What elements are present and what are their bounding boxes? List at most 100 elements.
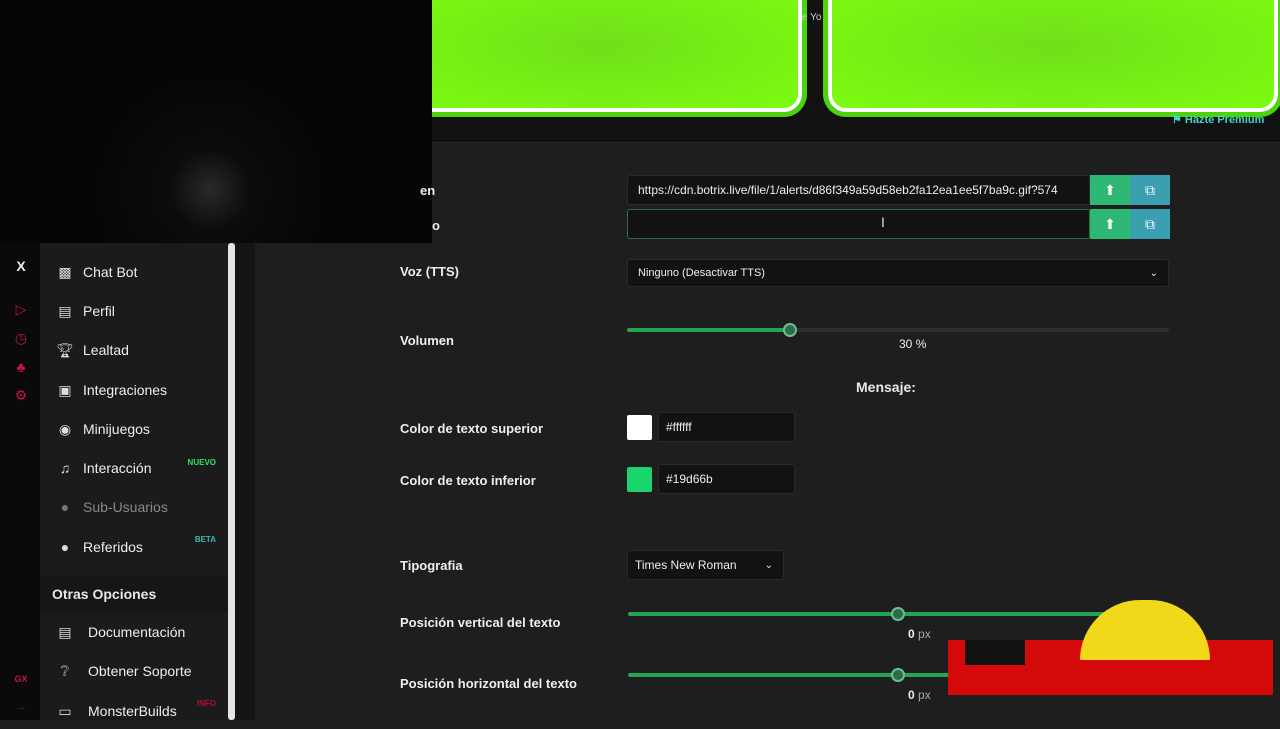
vpos-unit: px xyxy=(918,627,931,641)
play-icon[interactable]: ▷ xyxy=(15,301,27,317)
sidebar-item-chat-bot[interactable]: ▩ Chat Bot xyxy=(40,254,228,290)
horizontal-position-label: Posición horizontal del texto xyxy=(400,676,577,691)
volume-slider-fill xyxy=(627,328,790,332)
sidebar-item-label: Chat Bot xyxy=(83,264,138,280)
pixel-art-overlay xyxy=(1080,600,1210,660)
robot-icon: ▩ xyxy=(58,263,72,280)
voice-select-value: Ninguno (Desactivar TTS) xyxy=(638,267,765,279)
vertical-position-value: 0 px xyxy=(908,627,931,641)
upload-sound-button[interactable]: ⬆ xyxy=(1090,209,1130,239)
vertical-position-slider[interactable] xyxy=(628,607,1168,621)
sidebar-item-label: Sub-Usuarios xyxy=(83,499,168,515)
hpos-unit: px xyxy=(918,688,931,702)
scroll-icon: ▤ xyxy=(58,623,72,640)
gear-icon[interactable]: ⚙ xyxy=(14,387,28,403)
sidebar-item-monsterbuilds[interactable]: ▭ MonsterBuilds INFO xyxy=(40,693,228,729)
premium-link[interactable]: ⚑ Hazte Premium xyxy=(1172,114,1265,126)
upload-image-button[interactable]: ⬆ xyxy=(1090,175,1130,205)
x-icon[interactable]: X xyxy=(16,258,26,274)
font-select-value: Times New Roman xyxy=(635,558,737,572)
divider xyxy=(235,243,255,720)
gallery-icon: ⧉ xyxy=(1145,181,1155,198)
volume-slider-thumb[interactable] xyxy=(782,323,797,337)
gamepad-icon: ◉ xyxy=(58,420,72,437)
alert-preview: e Yo ⚑ Hazte Premium xyxy=(390,0,1280,143)
sidebar-item-documentacion[interactable]: ▤ Documentación xyxy=(40,614,228,650)
upload-icon: ⬆ xyxy=(1104,215,1116,232)
voice-label: Voz (TTS) xyxy=(400,264,459,279)
chevron-down-icon: ⌄ xyxy=(764,559,773,571)
alert-preview-box xyxy=(828,0,1278,112)
new-badge: NUEVO xyxy=(187,458,216,467)
sidebar-item-soporte[interactable]: ❔︎ Obtener Soporte xyxy=(40,653,228,689)
question-icon: ❔︎ xyxy=(60,662,70,679)
info-badge: INFO xyxy=(196,699,216,708)
integration-icon: ▣ xyxy=(58,381,72,398)
hpos-number: 0 xyxy=(908,688,915,702)
webcam-overlay xyxy=(0,0,432,243)
gx-label: GX xyxy=(14,674,28,684)
upload-icon: ⬆ xyxy=(1104,181,1116,198)
sidebar-item-lealtad[interactable]: 🏆︎ Lealtad xyxy=(40,332,228,368)
image-url-input[interactable]: https://cdn.botrix.live/file/1/alerts/d8… xyxy=(627,175,1090,205)
gallery-sound-button[interactable]: ⧉ xyxy=(1130,209,1170,239)
vertical-position-thumb[interactable] xyxy=(891,607,905,621)
sidebar-item-sub-usuarios[interactable]: ● Sub-Usuarios xyxy=(40,489,228,525)
sidebar: ▩ Chat Bot ▤ Perfil 🏆︎ Lealtad ▣ Integracion… xyxy=(40,243,228,720)
top-color-label: Color de texto superior xyxy=(400,421,544,436)
horizontal-position-slider[interactable] xyxy=(628,668,1168,682)
music-icon: ♫ xyxy=(59,460,71,476)
bottom-color-label: Color de texto inferior xyxy=(400,473,536,488)
sound-label: o xyxy=(432,218,440,233)
beta-badge: BETA xyxy=(194,535,216,544)
sidebar-item-referidos[interactable]: ● Referidos BETA xyxy=(40,529,228,565)
voice-select[interactable]: Ninguno (Desactivar TTS) ⌄ xyxy=(627,259,1169,287)
text-cursor-icon: I xyxy=(881,214,885,230)
alert-preview-box xyxy=(402,0,802,112)
sound-url-input[interactable] xyxy=(627,209,1090,239)
sidebar-item-label: Interacción xyxy=(83,460,152,476)
user-friends-icon: ● xyxy=(60,539,70,555)
pixel-art-overlay xyxy=(965,640,1025,665)
sidebar-scrollbar[interactable] xyxy=(228,243,235,720)
sidebar-item-perfil[interactable]: ▤ Perfil xyxy=(40,293,228,329)
sidebar-item-interaccion[interactable]: ♫ Interacción NUEVO xyxy=(40,450,228,486)
volume-slider[interactable] xyxy=(627,323,1169,337)
volume-value: 30 % xyxy=(899,337,926,351)
bottom-color-swatch[interactable] xyxy=(627,467,652,492)
gallery-icon: ⧉ xyxy=(1145,215,1155,232)
horizontal-position-value: 0 px xyxy=(908,688,931,702)
icon-rail: X ▷ ◷ ♣ ⚙ GX ... xyxy=(0,243,40,720)
font-select[interactable]: Times New Roman ⌄ xyxy=(627,550,784,580)
gallery-image-button[interactable]: ⧉ xyxy=(1130,175,1170,205)
sidebar-item-integraciones[interactable]: ▣ Integraciones xyxy=(40,372,228,408)
message-heading: Mensaje: xyxy=(856,379,916,395)
clock-icon[interactable]: ◷ xyxy=(14,330,28,346)
horizontal-position-thumb[interactable] xyxy=(891,668,905,682)
sidebar-item-label: Minijuegos xyxy=(83,421,150,437)
sidebar-item-label: Referidos xyxy=(83,539,143,555)
sidebar-item-minijuegos[interactable]: ◉ Minijuegos xyxy=(40,411,228,447)
top-color-swatch[interactable] xyxy=(627,415,652,440)
image-label: en xyxy=(420,183,436,198)
id-card-icon: ▤ xyxy=(58,302,72,319)
vpos-number: 0 xyxy=(908,627,915,641)
bottom-color-input[interactable]: #19d66b xyxy=(658,464,795,494)
users-icon: ● xyxy=(60,499,70,515)
laptop-icon: ▭ xyxy=(58,702,72,719)
volume-unit: % xyxy=(915,337,927,351)
preview-partial-text: e Yo xyxy=(802,12,822,23)
chevron-down-icon: ⌄ xyxy=(1149,267,1158,279)
top-color-input[interactable]: #ffffff xyxy=(658,412,795,442)
section-heading-otras-opciones: Otras Opciones xyxy=(40,576,228,612)
sidebar-item-label: Lealtad xyxy=(83,342,129,358)
volume-number: 30 xyxy=(899,337,913,351)
font-label: Tipografia xyxy=(400,558,463,573)
puzzle-icon[interactable]: ♣ xyxy=(16,359,26,375)
more-icon[interactable]: ... xyxy=(16,701,26,712)
volume-label: Volumen xyxy=(400,333,454,348)
sidebar-item-label: Perfil xyxy=(83,303,115,319)
premium-label: Hazte Premium xyxy=(1184,114,1265,126)
vertical-position-label: Posición vertical del texto xyxy=(400,615,561,630)
sidebar-item-label: Integraciones xyxy=(83,382,168,398)
